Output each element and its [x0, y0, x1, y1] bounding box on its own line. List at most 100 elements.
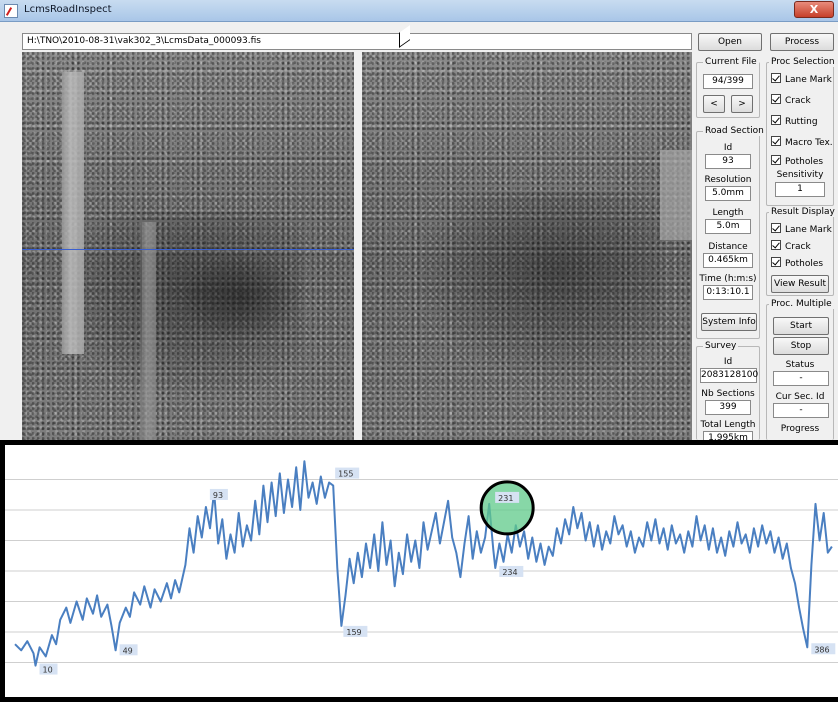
process-button[interactable]: Process: [770, 33, 834, 51]
checkbox-checked-icon: [771, 240, 781, 250]
checkbox-checked-icon: [771, 136, 781, 146]
result-display-group: Result Display Lane Mark Crack Potholes …: [766, 207, 837, 296]
proc-multiple-title: Proc. Multiple: [769, 299, 834, 309]
distance-label: Distance: [708, 242, 748, 252]
data-label-bg: [209, 488, 228, 500]
sensitivity-field[interactable]: 1: [775, 182, 825, 197]
data-label: 155: [335, 467, 360, 479]
data-label-text: 159: [346, 628, 361, 637]
cur-sec-id-value: -: [773, 403, 829, 418]
survey-id-value: 2083128100: [700, 368, 758, 383]
time-label: Time (h:m:s): [699, 274, 757, 284]
crack-region: [402, 192, 662, 392]
profile-chart-panel: 10 49 93 155 159 231 234 386: [0, 440, 838, 702]
data-label-bg: [811, 643, 836, 655]
data-label-text: 155: [338, 470, 353, 479]
status-value: -: [773, 371, 829, 386]
checkbox-checked-icon: [771, 223, 781, 233]
system-info-button[interactable]: System Info: [701, 313, 757, 331]
total-length-label: Total Length: [700, 420, 756, 430]
road-section-group: Road Section Id 93 Resolution 5.0mm Leng…: [696, 126, 766, 339]
length-value: 5.0m: [705, 219, 751, 234]
road-section-title: Road Section: [703, 126, 766, 136]
progress-label: Progress: [780, 424, 820, 434]
lane-marking: [62, 72, 84, 354]
data-label: 386: [811, 643, 836, 655]
section-id-value: 93: [705, 154, 751, 169]
window-title: LcmsRoadInspect: [24, 4, 112, 15]
data-label-bg: [39, 663, 58, 675]
checkbox-label: Crack: [785, 242, 811, 252]
survey-title: Survey: [703, 341, 739, 351]
proc-rutting-checkbox[interactable]: Rutting: [771, 115, 818, 127]
result-potholes-checkbox[interactable]: Potholes: [771, 257, 823, 269]
highlight-circle: [479, 480, 535, 536]
checkbox-label: Macro Tex.: [785, 138, 833, 148]
checkbox-label: Rutting: [785, 117, 818, 127]
app-window: LcmsRoadInspect X H:\TNO\2010-08-31\vak3…: [0, 0, 838, 440]
lane-marking: [660, 150, 692, 240]
result-display-title: Result Display: [769, 207, 837, 217]
data-label-text: 386: [814, 645, 829, 654]
lane-marking-secondary: [142, 222, 156, 440]
data-label: 234: [499, 565, 524, 577]
current-file-title: Current File: [703, 57, 759, 67]
checkbox-label: Crack: [785, 96, 811, 106]
data-label: 10: [39, 663, 58, 675]
proc-lane-mark-checkbox[interactable]: Lane Mark: [771, 73, 832, 85]
data-label: 49: [119, 644, 138, 656]
data-label: 231: [495, 491, 520, 503]
time-value: 0:13:10.1: [703, 285, 753, 300]
prev-file-button[interactable]: <: [703, 95, 725, 113]
data-label-text: 234: [502, 568, 517, 577]
open-button[interactable]: Open: [698, 33, 762, 51]
checkbox-label: Lane Mark: [785, 225, 832, 235]
checkbox-checked-icon: [771, 73, 781, 83]
proc-selection-group: Proc Selection Lane Mark Crack Rutting M…: [766, 57, 837, 206]
result-lane-mark-checkbox[interactable]: Lane Mark: [771, 223, 832, 235]
start-button[interactable]: Start: [773, 317, 829, 335]
checkbox-label: Potholes: [785, 259, 824, 269]
stop-button[interactable]: Stop: [773, 337, 829, 355]
road-image-left: [22, 52, 354, 440]
road-image-right: [362, 52, 692, 440]
section-marker-line: [22, 249, 354, 250]
data-label-text: 93: [213, 491, 223, 500]
data-label-bg: [335, 467, 360, 479]
length-label: Length: [712, 208, 744, 218]
proc-macro-tex-checkbox[interactable]: Macro Tex.: [771, 136, 833, 148]
proc-potholes-checkbox[interactable]: Potholes: [771, 155, 823, 167]
next-file-button[interactable]: >: [731, 95, 753, 113]
data-label-bg: [495, 491, 520, 503]
checkbox-checked-icon: [771, 155, 781, 165]
resolution-label: Resolution: [704, 175, 752, 185]
data-label-text: 49: [123, 646, 133, 655]
close-button[interactable]: X: [794, 1, 834, 18]
proc-multiple-group: Proc. Multiple Start Stop Status - Cur S…: [766, 299, 834, 440]
profile-line-chart: 10 49 93 155 159 231 234 386: [5, 460, 838, 675]
file-path-field[interactable]: H:\TNO\2010-08-31\vak302_3\LcmsData_0000…: [22, 33, 692, 50]
crack-cluster: [182, 252, 302, 342]
sensitivity-label: Sensitivity: [776, 170, 824, 180]
checkbox-label: Lane Mark: [785, 75, 832, 85]
proc-crack-checkbox[interactable]: Crack: [771, 94, 811, 106]
data-label: 93: [209, 488, 228, 500]
view-result-button[interactable]: View Result: [771, 275, 829, 293]
data-label: 159: [343, 625, 368, 637]
series-line: [14, 460, 833, 667]
data-label-bg: [343, 625, 368, 637]
cur-sec-id-label: Cur Sec. Id: [775, 392, 825, 402]
data-label-text: 10: [43, 666, 53, 675]
current-file-value: 94/399: [703, 74, 753, 89]
proc-selection-title: Proc Selection: [769, 57, 837, 67]
section-id-label: Id: [723, 143, 733, 153]
nb-sections-label: Nb Sections: [701, 389, 755, 399]
distance-value: 0.465km: [703, 253, 753, 268]
resolution-value: 5.0mm: [705, 186, 751, 201]
result-crack-checkbox[interactable]: Crack: [771, 240, 811, 252]
status-label: Status: [785, 360, 815, 370]
crack-region: [42, 212, 302, 412]
data-label-bg: [119, 644, 138, 656]
data-label-text: 231: [498, 494, 513, 503]
current-file-group: Current File 94/399 < >: [696, 57, 760, 118]
